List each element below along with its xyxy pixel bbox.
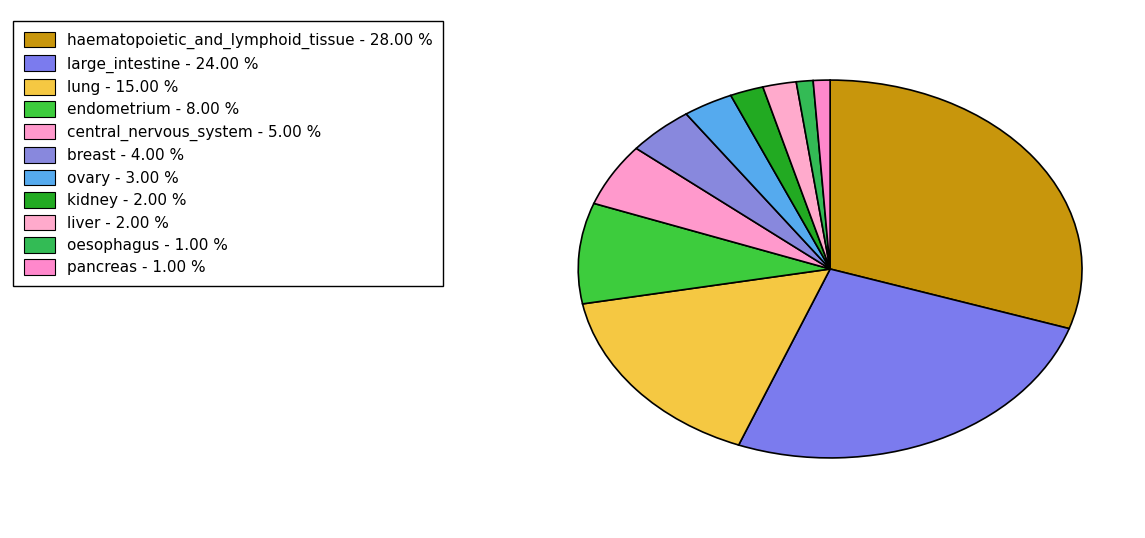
Legend: haematopoietic_and_lymphoid_tissue - 28.00 %, large_intestine - 24.00 %, lung - : haematopoietic_and_lymphoid_tissue - 28.… xyxy=(14,21,443,286)
Wedge shape xyxy=(583,269,830,445)
Wedge shape xyxy=(763,82,830,269)
Wedge shape xyxy=(594,148,830,269)
Wedge shape xyxy=(796,81,830,269)
Wedge shape xyxy=(637,114,830,269)
Wedge shape xyxy=(578,203,830,304)
Wedge shape xyxy=(739,269,1069,458)
Wedge shape xyxy=(813,80,830,269)
Wedge shape xyxy=(731,87,830,269)
Wedge shape xyxy=(686,95,830,269)
Wedge shape xyxy=(830,80,1082,329)
